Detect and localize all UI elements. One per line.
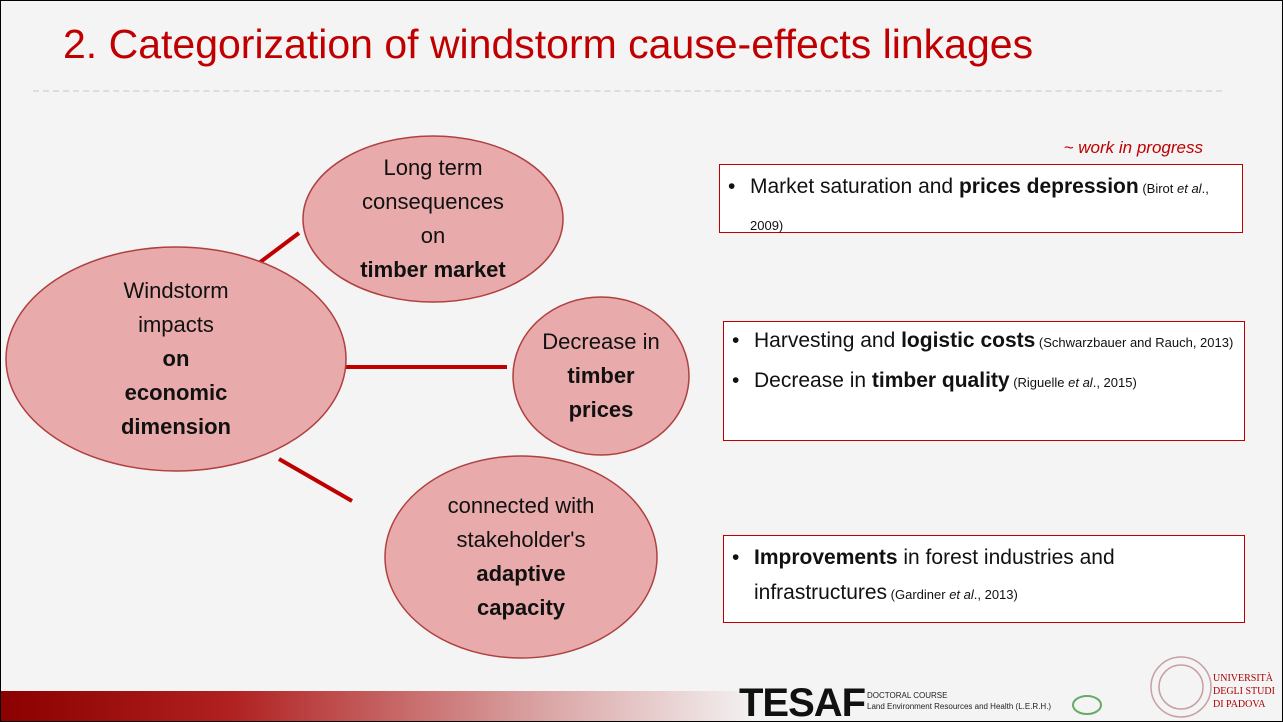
node-ellipse [302,135,564,303]
text-span: et al [1068,375,1093,390]
tesaf-logo: TESAF [739,681,866,722]
footer-bar [1,691,761,721]
university-name: DI PADOVA [1213,699,1266,710]
text-box: Improvements in forest industries and in… [723,535,1245,623]
text-span: Market saturation and [750,175,959,198]
university-seal [1150,656,1212,718]
text-span: (Birot [1138,181,1177,196]
text-span: et al [1177,181,1202,196]
slide-title: 2. Categorization of windstorm cause-eff… [63,21,1034,67]
course-logo [1072,695,1102,715]
text-span: ., 2013) [973,587,1018,602]
node-text: Decrease in timber prices [513,297,689,455]
node-line: consequences [362,189,504,214]
node-ellipse [5,246,347,472]
node-line: connected with [447,493,595,518]
connector [257,231,301,265]
node-line: timber market [360,257,506,282]
node-text: Long term consequences on timber market [303,136,563,302]
text-span: (Schwarzbauer and Rauch, 2013) [1035,335,1234,350]
text-span: prices depression [958,175,1139,198]
connectors [257,231,507,503]
bullet-item: Harvesting and logistic costs (Schwarzba… [732,326,1234,358]
connector [278,457,353,503]
bullet-item: Improvements in forest industries and in… [732,540,1234,612]
text-box: Market saturation and prices depression … [719,164,1243,233]
node-line: stakeholder's [456,527,586,552]
text-span: ., 2009) [750,181,1209,233]
text-span: et al [949,587,974,602]
node-line: impacts [138,312,214,337]
node-line: dimension [120,414,231,439]
node-line: on [162,346,190,371]
node-line: Decrease in [542,329,660,354]
university-name: DEGLI STUDI [1213,686,1275,697]
course-name: Land Environment Resources and Health (L… [867,702,1052,711]
text-span: (Riguelle [1009,375,1069,390]
node-line: economic [124,380,228,405]
node-line: Long term [383,155,483,180]
title-divider [33,90,1222,92]
text-box: Harvesting and logistic costs (Schwarzba… [723,321,1245,441]
text-span: Harvesting and [754,329,902,352]
university-name: UNIVERSITÀ [1213,673,1273,684]
text-span: Improvements [754,546,898,569]
node-line: on [420,223,446,248]
node-line: timber [567,363,635,388]
text-span: (Gardiner [887,587,950,602]
text-span: logistic costs [901,329,1036,352]
node-line: Windstorm [123,278,229,303]
bullet-item: Market saturation and prices depression … [728,169,1232,243]
text-span: Decrease in [754,369,872,392]
node-text: Windstorm impacts on economic dimension [6,247,346,471]
text-span: ., 2015) [1092,375,1137,390]
text-span: timber quality [871,369,1010,392]
node-line: adaptive [476,561,566,586]
node-line: prices [568,397,634,422]
node-ellipse [384,455,658,659]
course-label: DOCTORAL COURSE [867,691,948,700]
text-span: in forest industries and infrastructures [754,546,1115,604]
node-ellipse [512,296,690,456]
node-line: capacity [476,595,566,620]
node-text: connected with stakeholder's adaptive capac… [385,456,657,658]
bullet-item: Decrease in timber quality (Riguelle et … [732,366,1234,398]
note: ~ work in progress [1063,138,1203,157]
